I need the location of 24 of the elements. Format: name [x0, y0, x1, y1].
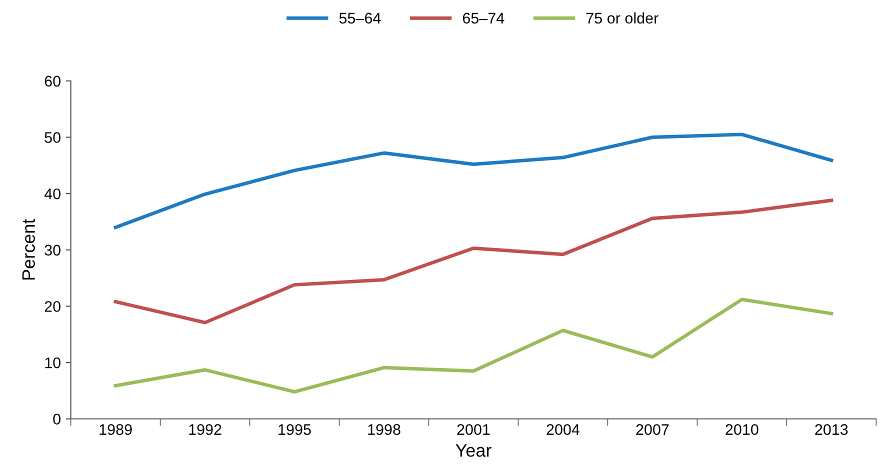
x-tick-label: 1992: [189, 424, 222, 435]
line-series: [114, 132, 834, 230]
y-tick-label: 20: [44, 301, 60, 312]
y-tick-label: 0: [53, 414, 60, 425]
legend-label: 55–64: [339, 12, 381, 24]
y-tick-label: 40: [44, 188, 60, 200]
legend-label: 65–74: [462, 12, 504, 24]
x-tick-label: 2004: [546, 424, 580, 435]
legend-label: 75 or older: [586, 12, 658, 24]
x-tick-label: 2010: [726, 424, 758, 435]
y-tick-label: 30: [44, 244, 60, 256]
y-tick-label: 50: [44, 132, 60, 143]
x-tick-label: 2001: [457, 424, 490, 435]
x-tick-label: 2007: [636, 424, 669, 435]
x-tick-label: 1995: [278, 424, 311, 435]
line-series: [114, 198, 834, 324]
y-tick-label: 60: [44, 76, 60, 87]
y-axis-title: Percent: [22, 218, 35, 280]
y-tick-label: 10: [45, 357, 60, 368]
x-axis-title: Year: [456, 444, 492, 457]
x-tick-label: 1989: [100, 424, 132, 435]
x-tick-label: 2013: [815, 424, 848, 435]
line-series: [114, 298, 834, 394]
x-tick-label: 1998: [368, 424, 400, 435]
